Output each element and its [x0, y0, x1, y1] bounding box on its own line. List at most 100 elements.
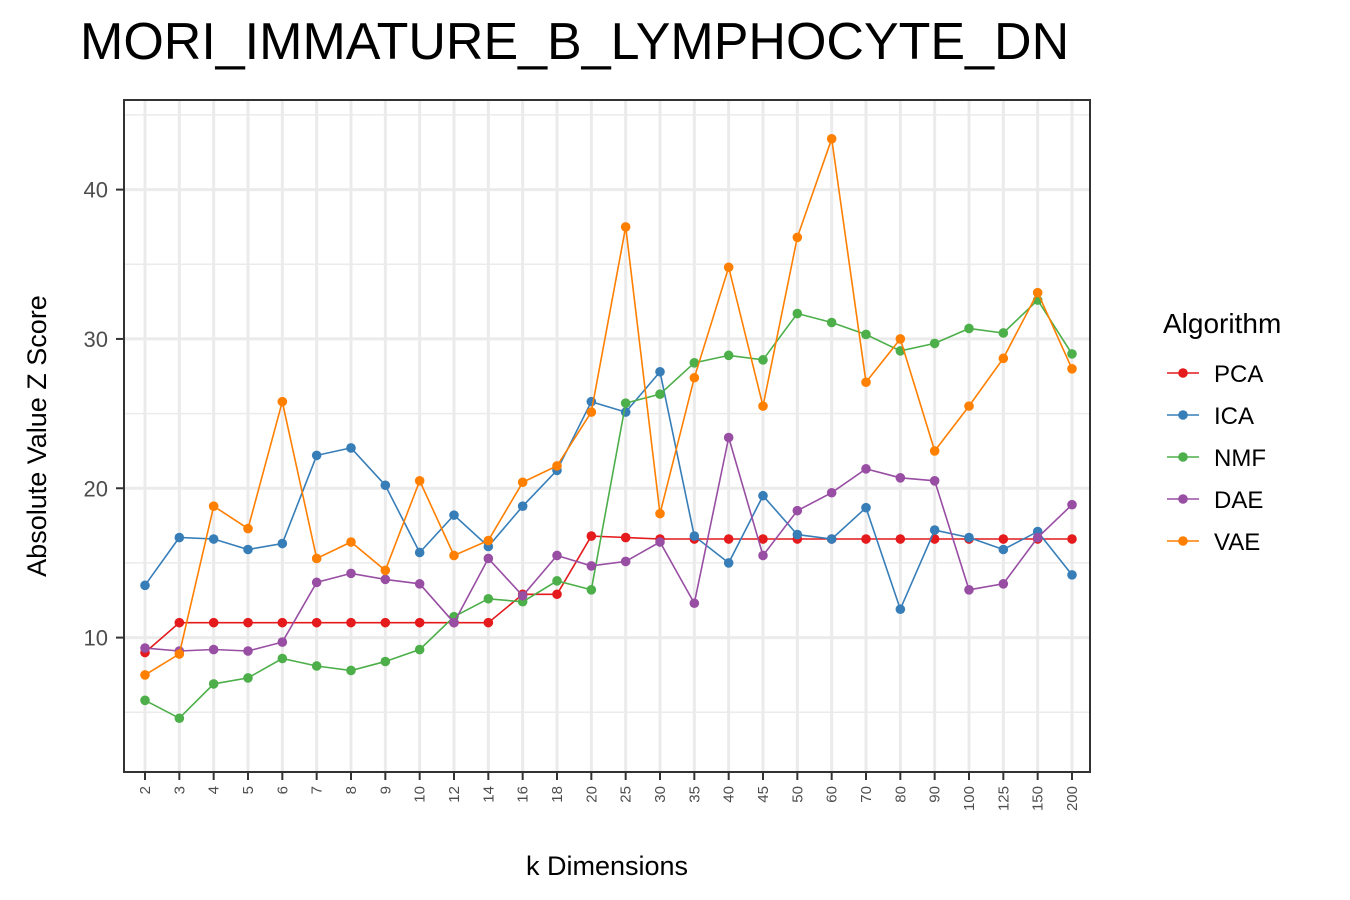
data-point-pca: [586, 531, 597, 541]
data-point-dae: [964, 585, 974, 595]
data-point-nmf: [346, 665, 356, 676]
data-point-dae: [346, 568, 356, 579]
data-point-dae: [277, 637, 288, 647]
data-point-ica: [655, 366, 665, 377]
data-point-ica: [1067, 570, 1077, 580]
data-point-vae: [929, 446, 940, 456]
legend: Algorithm PCA ICA NMF DAE VAE: [1163, 308, 1281, 556]
x-tick-label: 14: [480, 786, 497, 803]
data-point-ica: [620, 407, 631, 417]
data-point-dae: [1032, 532, 1043, 543]
data-point-ica: [243, 544, 253, 555]
data-point-ica: [758, 490, 768, 501]
data-point-ica: [311, 450, 322, 461]
data-point-pca: [243, 617, 253, 628]
data-point-ica: [929, 525, 940, 535]
x-tick-label: 9: [377, 786, 394, 794]
legend-label-vae: VAE: [1214, 529, 1260, 556]
data-point-dae: [208, 644, 219, 655]
data-point-nmf: [277, 653, 288, 664]
data-point-nmf: [689, 358, 700, 368]
data-point-dae: [723, 432, 734, 443]
y-tick-label: 10: [84, 626, 108, 651]
legend-label-ica: ICA: [1214, 403, 1254, 430]
x-tick-label: 8: [343, 786, 360, 794]
data-point-ica: [277, 538, 288, 549]
data-point-ica: [792, 529, 803, 540]
data-point-dae: [826, 487, 837, 498]
data-point-vae: [311, 553, 322, 564]
data-point-vae: [655, 508, 665, 519]
legend-key-point-ica: [1178, 410, 1188, 420]
data-point-pca: [311, 617, 322, 628]
x-tick-label: 90: [927, 786, 944, 803]
chart-title: MORI_IMMATURE_B_LYMPHOCYTE_DN: [80, 13, 1070, 71]
data-point-vae: [243, 523, 253, 534]
data-point-ica: [517, 501, 528, 511]
data-point-vae: [758, 401, 768, 411]
data-point-ica: [689, 531, 700, 541]
data-point-vae: [449, 550, 459, 561]
data-point-vae: [140, 670, 150, 680]
data-point-pca: [552, 589, 562, 600]
data-point-dae: [758, 550, 768, 561]
legend-key-point-nmf: [1178, 452, 1188, 462]
x-tick-label: 70: [858, 786, 875, 803]
data-point-ica: [895, 604, 906, 615]
data-point-ica: [586, 396, 597, 407]
data-point-nmf: [311, 661, 322, 671]
data-point-pca: [758, 534, 768, 544]
y-tick-label: 20: [84, 476, 108, 501]
data-point-vae: [895, 334, 906, 344]
data-point-pca: [483, 617, 494, 628]
data-point-dae: [655, 537, 665, 547]
x-tick-label: 10: [412, 786, 429, 803]
data-point-vae: [689, 372, 700, 383]
x-axis-title: k Dimensions: [526, 851, 688, 881]
x-tick-label: 200: [1064, 786, 1081, 811]
data-point-nmf: [380, 656, 391, 667]
x-tick-label: 30: [652, 786, 669, 803]
data-point-nmf: [758, 355, 768, 365]
data-point-ica: [449, 510, 459, 520]
y-tick-label: 40: [84, 178, 108, 203]
series-line-pca: [144, 535, 1072, 654]
x-tick-label: 12: [446, 786, 463, 803]
data-point-nmf: [929, 338, 940, 349]
data-point-dae: [895, 473, 906, 483]
data-point-vae: [414, 476, 425, 486]
data-point-dae: [689, 598, 700, 609]
data-point-nmf: [826, 317, 837, 328]
data-point-vae: [517, 477, 528, 488]
data-point-nmf: [140, 695, 150, 706]
data-point-vae: [1032, 287, 1043, 298]
legend-title: Algorithm: [1163, 308, 1281, 339]
data-point-nmf: [620, 398, 631, 408]
data-point-dae: [861, 464, 871, 474]
data-point-dae: [380, 574, 391, 585]
x-tick-label: 45: [755, 786, 772, 803]
grid: [124, 100, 1090, 772]
data-point-nmf: [208, 679, 219, 689]
legend-key-point-pca: [1178, 368, 1188, 378]
data-point-nmf: [414, 644, 425, 655]
data-point-dae: [311, 577, 322, 588]
data-point-ica: [826, 534, 837, 544]
data-point-vae: [998, 353, 1009, 364]
x-tick-label: 3: [171, 786, 188, 794]
series-line-dae: [144, 437, 1073, 652]
legend-label-pca: PCA: [1214, 361, 1263, 388]
data-point-dae: [552, 550, 562, 561]
legend-label-dae: DAE: [1214, 487, 1263, 514]
data-point-pca: [346, 617, 356, 628]
x-tick-label: 16: [515, 786, 532, 803]
data-point-ica: [998, 544, 1009, 555]
x-tick-label: 6: [274, 786, 291, 794]
data-point-ica: [964, 532, 974, 543]
x-tick-label: 100: [961, 786, 978, 811]
data-point-pca: [998, 534, 1009, 544]
data-point-pca: [380, 617, 391, 628]
data-point-nmf: [998, 328, 1009, 338]
x-tick-label: 18: [549, 786, 566, 803]
